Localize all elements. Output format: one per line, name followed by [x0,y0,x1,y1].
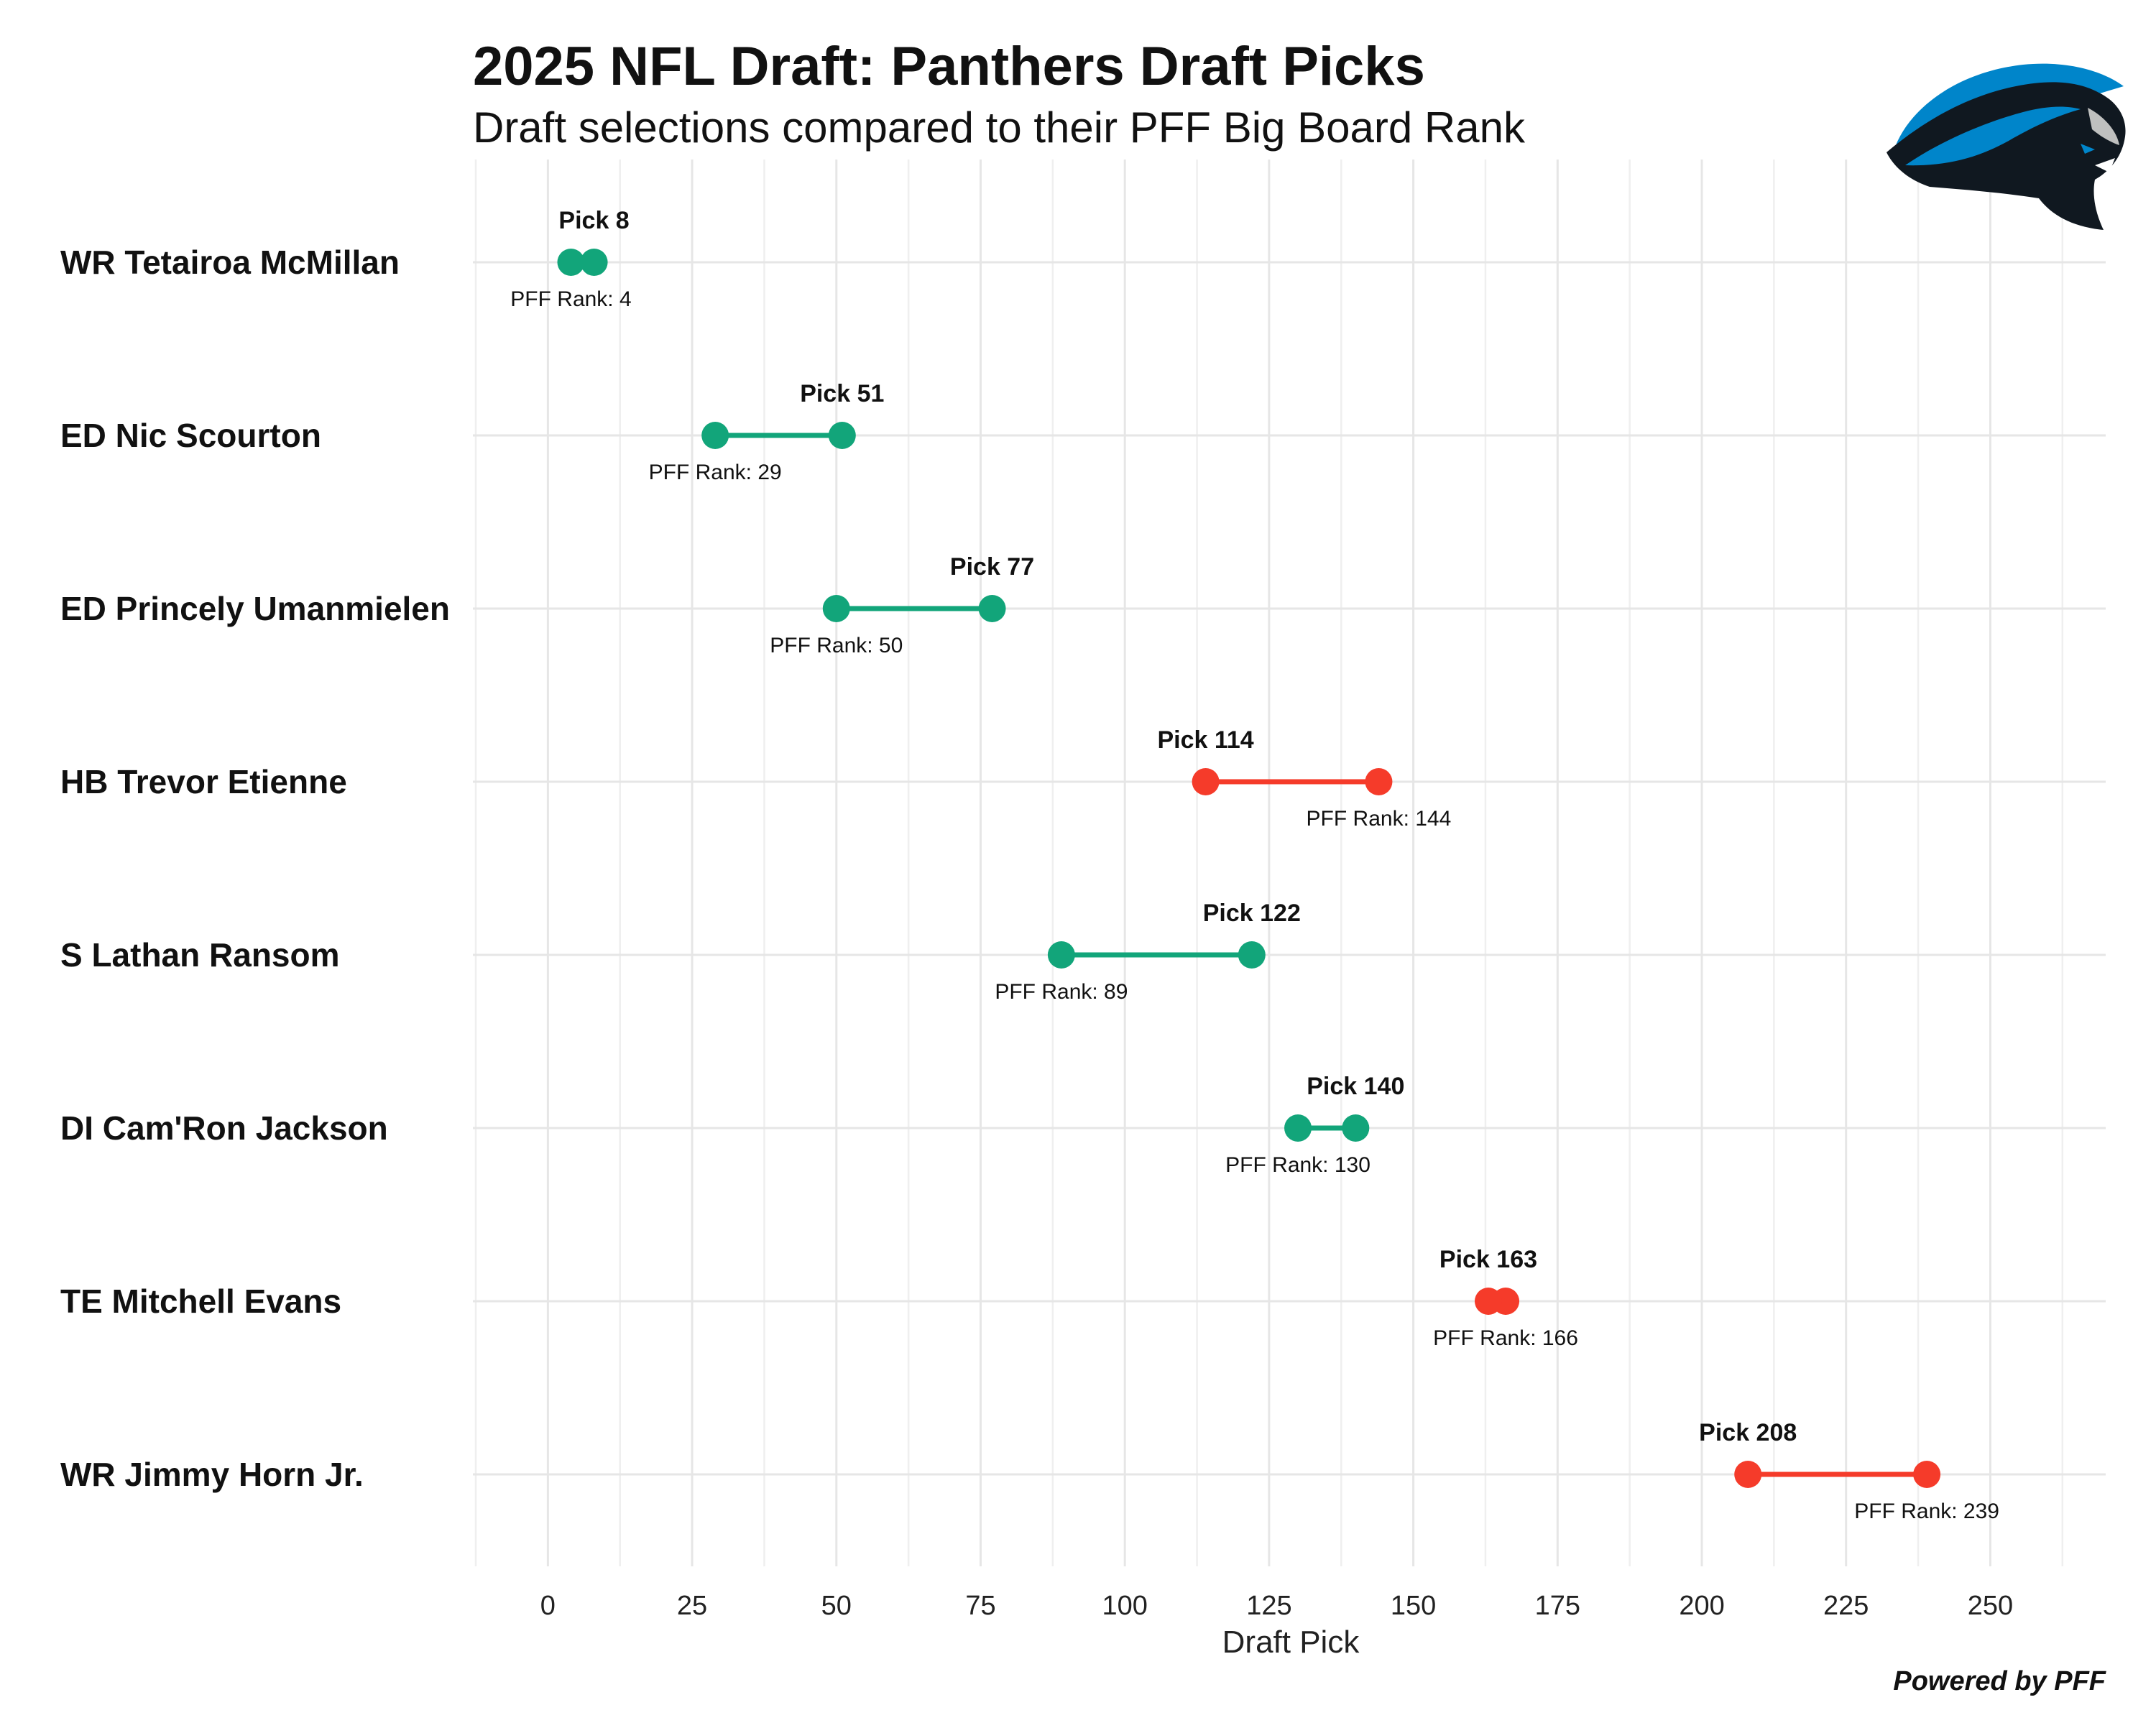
x-tick-label: 50 [821,1591,852,1621]
x-tick-label: 0 [540,1591,556,1621]
x-tick-label: 75 [965,1591,995,1621]
player-row: ED Nic Scourton Pick 51 PFF Rank: 29 [60,380,884,484]
draft-pick-dot [1474,1288,1502,1315]
pff-rank-dot [1284,1114,1312,1142]
player-label: DI Cam'Ron Jackson [60,1109,388,1147]
player-row: TE Mitchell Evans Pick 163 PFF Rank: 166 [60,1246,1578,1350]
pick-label: Pick 140 [1307,1073,1404,1100]
draft-pick-dot [1342,1114,1370,1142]
pff-rank-label: PFF Rank: 50 [770,634,903,657]
pick-label: Pick 122 [1203,900,1301,927]
pff-rank-dot [1913,1461,1941,1488]
pff-rank-label: PFF Rank: 89 [995,980,1128,1004]
x-tick-label: 200 [1679,1591,1724,1621]
player-label: ED Princely Umanmielen [60,590,450,627]
x-tick-label: 125 [1246,1591,1291,1621]
pff-rank-dot [822,595,850,622]
draft-pick-dot [1734,1461,1762,1488]
x-axis-title: Draft Pick [1222,1625,1360,1660]
player-label: WR Tetairoa McMillan [60,244,400,281]
pff-rank-dot [557,249,585,276]
x-tick-label: 225 [1823,1591,1869,1621]
draft-pick-dot [1192,768,1220,795]
player-row: DI Cam'Ron Jackson Pick 140 PFF Rank: 130 [60,1073,1404,1177]
pick-label: Pick 208 [1699,1419,1797,1446]
player-label: HB Trevor Etienne [60,763,347,800]
pff-rank-label: PFF Rank: 144 [1307,807,1452,831]
pick-label: Pick 51 [800,380,884,407]
grid-layer [473,160,2106,1566]
player-row: S Lathan Ransom Pick 122 PFF Rank: 89 [60,900,1301,1004]
pick-label: Pick 114 [1157,726,1253,754]
draft-pick-dot [978,595,1006,622]
player-row: WR Jimmy Horn Jr. Pick 208 PFF Rank: 239 [60,1419,1999,1523]
pick-label: Pick 163 [1439,1246,1537,1273]
player-row: ED Princely Umanmielen Pick 77 PFF Rank: 5… [60,553,1034,657]
x-axis: 0 25 50 75 100 125 150 175 200 225 250 [540,1591,2013,1621]
pff-rank-label: PFF Rank: 166 [1433,1326,1578,1350]
pff-rank-label: PFF Rank: 130 [1225,1153,1370,1177]
player-row: HB Trevor Etienne Pick 114 PFF Rank: 144 [60,726,1451,831]
pff-rank-label: PFF Rank: 29 [649,461,782,484]
x-tick-label: 175 [1535,1591,1580,1621]
x-tick-label: 150 [1391,1591,1436,1621]
pff-rank-dot [1365,768,1393,795]
pff-rank-dot [701,422,729,449]
draft-pick-dot [580,249,608,276]
x-tick-label: 25 [677,1591,707,1621]
player-label: TE Mitchell Evans [60,1283,341,1320]
x-tick-label: 250 [1968,1591,2013,1621]
player-label: ED Nic Scourton [60,417,321,454]
player-label: WR Jimmy Horn Jr. [60,1456,364,1493]
player-label: S Lathan Ransom [60,936,340,974]
panthers-logo [1886,63,2126,230]
player-row: WR Tetairoa McMillan Pick 8 PFF Rank: 4 [60,207,632,311]
pick-label: Pick 8 [558,207,629,234]
draft-pick-dot [828,422,856,449]
pick-label: Pick 77 [950,553,1034,581]
rows-layer: WR Tetairoa McMillan Pick 8 PFF Rank: 4 ED … [60,207,1999,1523]
pff-rank-dot [1047,941,1075,969]
credit-label: Powered by PFF [1893,1666,2106,1696]
chart-title: 2025 NFL Draft: Panthers Draft Picks [473,36,1425,97]
x-tick-label: 100 [1102,1591,1147,1621]
pff-rank-label: PFF Rank: 4 [510,287,631,311]
pff-rank-label: PFF Rank: 239 [1854,1500,1999,1523]
draft-pick-dot [1238,941,1266,969]
chart-subtitle: Draft selections compared to their PFF B… [473,103,1526,152]
